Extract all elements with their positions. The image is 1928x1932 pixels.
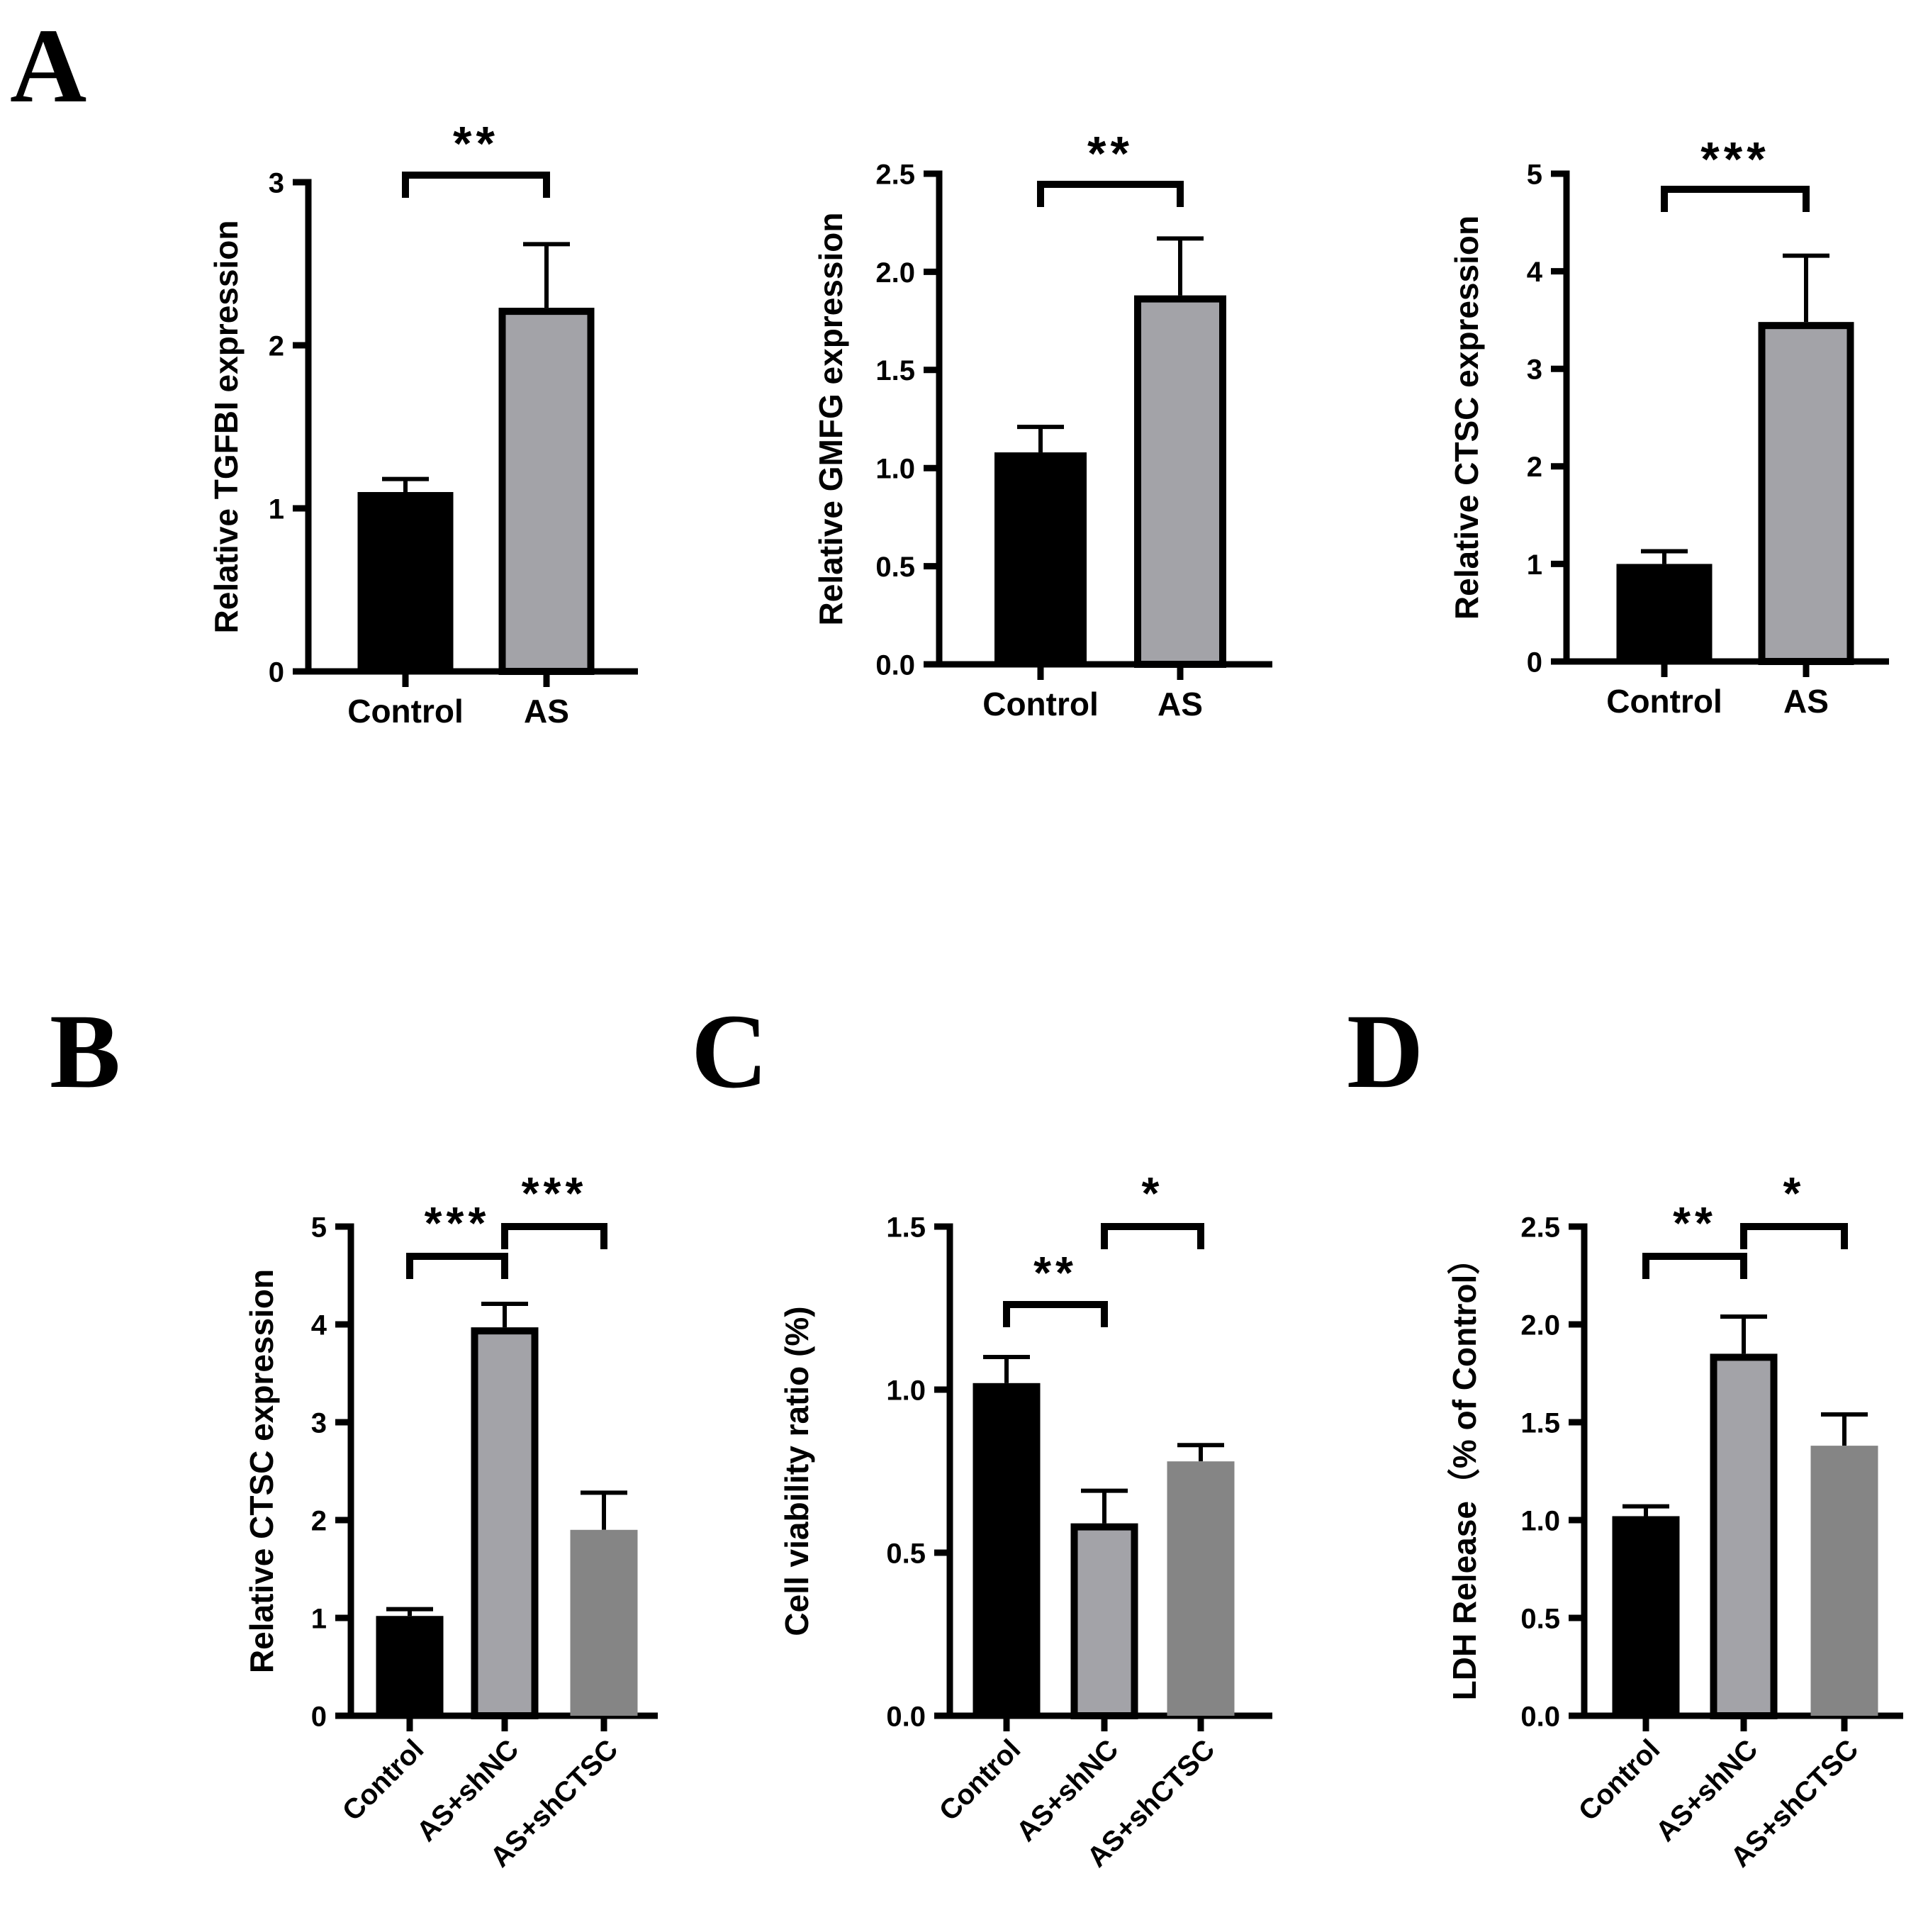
significance-bracket bbox=[1740, 1223, 1848, 1249]
y-tick-label: 1 bbox=[1527, 549, 1542, 581]
y-tick-label: 1.0 bbox=[875, 454, 915, 485]
y-tick-label: 4 bbox=[311, 1310, 327, 1341]
bar-as bbox=[1758, 322, 1854, 665]
y-tick-label: 0.0 bbox=[875, 649, 915, 681]
bar-as-shnc bbox=[1070, 1523, 1138, 1720]
significance-bracket bbox=[1642, 1253, 1747, 1279]
significance-label: ** bbox=[1033, 1247, 1077, 1298]
y-axis-title: Relative GMFG expression bbox=[812, 213, 849, 626]
y-tick-label: 0.5 bbox=[875, 552, 915, 583]
y-tick-label: 0 bbox=[269, 657, 284, 688]
y-axis-title: Relative TGFBI expression bbox=[208, 220, 245, 634]
chart-a1: 0 1 2 3 Relative TGFBI expression Control AS ** bbox=[208, 116, 638, 730]
panel-label-d: D bbox=[1347, 993, 1424, 1110]
y-tick-label: 2.0 bbox=[1520, 1310, 1560, 1341]
y-tick-label: 1.5 bbox=[1520, 1407, 1560, 1439]
y-tick-label: 1 bbox=[311, 1603, 327, 1634]
bar-as-shctsc bbox=[1167, 1461, 1235, 1716]
significance-label: * bbox=[1142, 1168, 1164, 1219]
chart-a3: 0 1 2 3 4 5 Relative CTSC expression Control AS *… bbox=[1448, 132, 1889, 720]
y-tick-label: 2 bbox=[269, 330, 284, 362]
y-tick-label: 4 bbox=[1527, 257, 1543, 288]
x-category-label: Control bbox=[1573, 1733, 1666, 1827]
panel-label-b: B bbox=[50, 993, 121, 1110]
significance-label: ** bbox=[1673, 1197, 1717, 1249]
significance-label: *** bbox=[1700, 132, 1769, 186]
bar-as bbox=[498, 308, 595, 675]
y-axis-title: Cell viability ratio (%) bbox=[778, 1306, 815, 1636]
x-category-label: Control bbox=[982, 686, 1099, 722]
y-tick-label: 0 bbox=[311, 1701, 327, 1732]
panel-label-a: A bbox=[10, 7, 87, 125]
x-category-label: Control bbox=[337, 1733, 430, 1827]
chart-d: 0.0 0.5 1.0 1.5 2.0 2.5 LDH Release（% of Contr… bbox=[1446, 1168, 1903, 1873]
significance-label: ** bbox=[1087, 126, 1133, 180]
y-tick-label: 1.5 bbox=[886, 1212, 926, 1243]
significance-label: *** bbox=[425, 1197, 491, 1249]
y-tick-label: 2.5 bbox=[1520, 1212, 1560, 1243]
significance-label: * bbox=[1783, 1168, 1805, 1219]
bar-as-shnc bbox=[471, 1327, 539, 1719]
y-tick-label: 2 bbox=[1527, 452, 1542, 483]
significance-bracket bbox=[1037, 181, 1184, 207]
x-category-label: AS bbox=[1158, 686, 1203, 722]
bar-control bbox=[994, 452, 1087, 664]
significance-label: ** bbox=[453, 116, 499, 170]
bar-control bbox=[376, 1616, 444, 1716]
significance-label: *** bbox=[522, 1168, 588, 1219]
chart-c: 0.0 0.5 1.0 1.5 Cell viability ratio (%) Cont… bbox=[778, 1168, 1272, 1873]
y-axis-title: Relative CTSC expression bbox=[1448, 216, 1485, 620]
y-tick-label: 2 bbox=[311, 1505, 327, 1536]
bar-as-shctsc bbox=[1810, 1446, 1878, 1716]
bar-as-shnc bbox=[1710, 1353, 1778, 1720]
significance-bracket bbox=[1003, 1301, 1108, 1327]
y-tick-label: 1 bbox=[269, 493, 284, 525]
significance-bracket bbox=[1101, 1223, 1204, 1249]
bar-control bbox=[1616, 564, 1713, 661]
y-tick-label: 2.5 bbox=[875, 159, 915, 190]
significance-bracket bbox=[406, 1253, 508, 1279]
x-category-label: AS bbox=[1783, 683, 1829, 720]
y-tick-label: 0.5 bbox=[886, 1538, 926, 1569]
panel-label-c: C bbox=[691, 993, 768, 1110]
y-axis-title: LDH Release（% of Control） bbox=[1446, 1242, 1483, 1701]
bar-as bbox=[1134, 295, 1226, 668]
bar-control bbox=[357, 492, 454, 671]
y-tick-label: 1.0 bbox=[886, 1375, 926, 1406]
y-tick-label: 0.0 bbox=[1520, 1701, 1560, 1732]
chart-a2: 0.0 0.5 1.0 1.5 2.0 2.5 Relative GMFG expressi… bbox=[812, 126, 1272, 722]
y-tick-label: 5 bbox=[311, 1212, 327, 1243]
significance-bracket bbox=[1661, 186, 1810, 212]
bar-control bbox=[973, 1383, 1041, 1716]
y-tick-label: 0 bbox=[1527, 647, 1542, 678]
y-tick-label: 1.0 bbox=[1520, 1505, 1560, 1536]
y-axis-title: Relative CTSC expression bbox=[243, 1269, 280, 1673]
y-tick-label: 1.5 bbox=[875, 355, 915, 386]
y-tick-label: 0.5 bbox=[1520, 1603, 1560, 1634]
y-tick-label: 0.0 bbox=[886, 1701, 926, 1732]
significance-bracket bbox=[501, 1223, 607, 1249]
x-category-label: Control bbox=[347, 693, 464, 730]
significance-bracket bbox=[402, 172, 550, 198]
y-tick-label: 5 bbox=[1527, 159, 1542, 190]
y-tick-label: 3 bbox=[1527, 354, 1542, 386]
bar-control bbox=[1612, 1516, 1680, 1716]
bar-as-shctsc bbox=[570, 1529, 638, 1716]
x-category-label: Control bbox=[934, 1733, 1027, 1827]
y-tick-label: 2.0 bbox=[875, 257, 915, 289]
y-tick-label: 3 bbox=[311, 1407, 327, 1439]
y-tick-label: 3 bbox=[269, 167, 284, 199]
x-category-label: Control bbox=[1606, 683, 1722, 720]
x-category-label: AS bbox=[524, 693, 569, 730]
